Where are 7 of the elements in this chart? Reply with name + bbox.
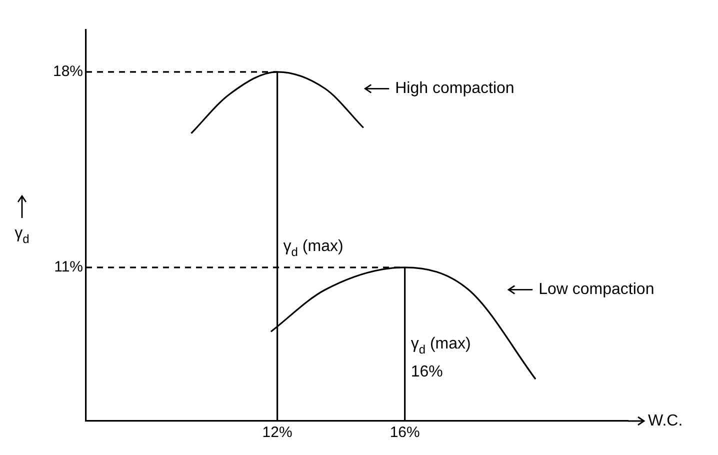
- y-tick-label: 18%: [52, 63, 84, 80]
- y-tick-label: 11%: [54, 258, 84, 276]
- x-axis-title: W.C.: [648, 412, 683, 430]
- x-tick-label: 12%: [262, 424, 292, 442]
- legend-label: High compaction: [395, 80, 514, 98]
- annotation: 16%: [410, 364, 443, 381]
- legend-label: Low compaction: [538, 281, 654, 298]
